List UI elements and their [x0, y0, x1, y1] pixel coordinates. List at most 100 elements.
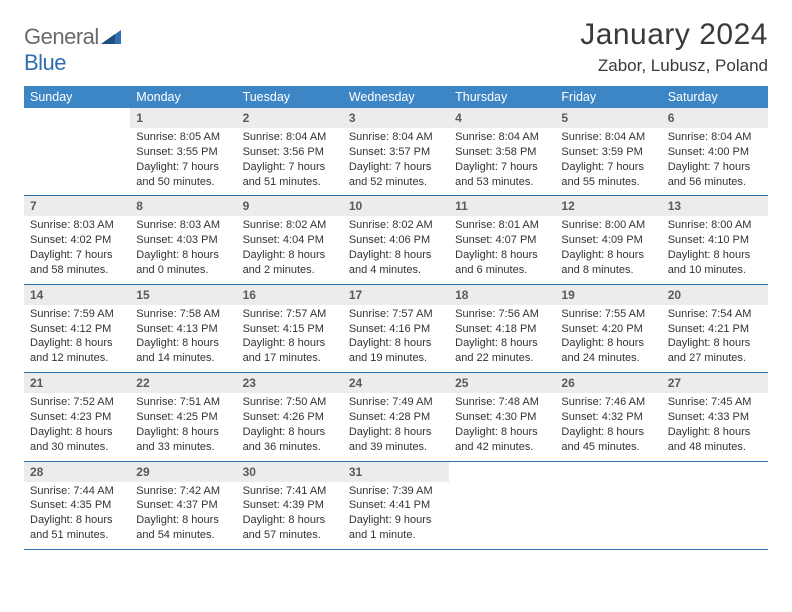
day-cell: [555, 461, 661, 549]
dow-friday: Friday: [555, 86, 661, 108]
day-number: 29: [130, 462, 236, 482]
day-number: 6: [662, 108, 768, 128]
day-cell: 19Sunrise: 7:55 AM Sunset: 4:20 PM Dayli…: [555, 284, 661, 372]
day-body: Sunrise: 8:04 AM Sunset: 3:59 PM Dayligh…: [555, 128, 661, 195]
day-number: 28: [24, 462, 130, 482]
day-number: 3: [343, 108, 449, 128]
day-body: Sunrise: 8:03 AM Sunset: 4:02 PM Dayligh…: [24, 216, 130, 283]
day-body: Sunrise: 7:41 AM Sunset: 4:39 PM Dayligh…: [237, 482, 343, 549]
day-body: Sunrise: 7:45 AM Sunset: 4:33 PM Dayligh…: [662, 393, 768, 460]
day-number: 22: [130, 373, 236, 393]
dow-wednesday: Wednesday: [343, 86, 449, 108]
day-cell: 11Sunrise: 8:01 AM Sunset: 4:07 PM Dayli…: [449, 196, 555, 284]
header: General Blue January 2024 Zabor, Lubusz,…: [24, 18, 768, 76]
day-body: Sunrise: 7:51 AM Sunset: 4:25 PM Dayligh…: [130, 393, 236, 460]
day-body: Sunrise: 8:00 AM Sunset: 4:09 PM Dayligh…: [555, 216, 661, 283]
day-number: 5: [555, 108, 661, 128]
day-body: Sunrise: 7:39 AM Sunset: 4:41 PM Dayligh…: [343, 482, 449, 549]
dow-saturday: Saturday: [662, 86, 768, 108]
day-body: Sunrise: 7:44 AM Sunset: 4:35 PM Dayligh…: [24, 482, 130, 549]
calendar-body: 1Sunrise: 8:05 AM Sunset: 3:55 PM Daylig…: [24, 108, 768, 549]
day-body: Sunrise: 7:58 AM Sunset: 4:13 PM Dayligh…: [130, 305, 236, 372]
day-cell: 13Sunrise: 8:00 AM Sunset: 4:10 PM Dayli…: [662, 196, 768, 284]
month-title: January 2024: [580, 18, 768, 52]
day-cell: 25Sunrise: 7:48 AM Sunset: 4:30 PM Dayli…: [449, 373, 555, 461]
day-number: 10: [343, 196, 449, 216]
day-cell: 16Sunrise: 7:57 AM Sunset: 4:15 PM Dayli…: [237, 284, 343, 372]
day-number: 13: [662, 196, 768, 216]
dow-thursday: Thursday: [449, 86, 555, 108]
day-body: Sunrise: 7:46 AM Sunset: 4:32 PM Dayligh…: [555, 393, 661, 460]
day-number: 9: [237, 196, 343, 216]
day-number: 17: [343, 285, 449, 305]
week-row: 1Sunrise: 8:05 AM Sunset: 3:55 PM Daylig…: [24, 108, 768, 196]
day-body: Sunrise: 7:50 AM Sunset: 4:26 PM Dayligh…: [237, 393, 343, 460]
day-cell: [24, 108, 130, 196]
day-body: Sunrise: 8:00 AM Sunset: 4:10 PM Dayligh…: [662, 216, 768, 283]
day-number: 15: [130, 285, 236, 305]
day-cell: 2Sunrise: 8:04 AM Sunset: 3:56 PM Daylig…: [237, 108, 343, 196]
day-cell: 8Sunrise: 8:03 AM Sunset: 4:03 PM Daylig…: [130, 196, 236, 284]
day-number: 8: [130, 196, 236, 216]
location: Zabor, Lubusz, Poland: [580, 56, 768, 76]
day-number: 14: [24, 285, 130, 305]
day-cell: 29Sunrise: 7:42 AM Sunset: 4:37 PM Dayli…: [130, 461, 236, 549]
dow-sunday: Sunday: [24, 86, 130, 108]
day-number: 25: [449, 373, 555, 393]
week-row: 7Sunrise: 8:03 AM Sunset: 4:02 PM Daylig…: [24, 196, 768, 284]
day-body: Sunrise: 7:49 AM Sunset: 4:28 PM Dayligh…: [343, 393, 449, 460]
day-body: Sunrise: 7:57 AM Sunset: 4:15 PM Dayligh…: [237, 305, 343, 372]
day-number: 26: [555, 373, 661, 393]
day-cell: [449, 461, 555, 549]
day-number: 1: [130, 108, 236, 128]
dow-row: Sunday Monday Tuesday Wednesday Thursday…: [24, 86, 768, 108]
day-cell: 6Sunrise: 8:04 AM Sunset: 4:00 PM Daylig…: [662, 108, 768, 196]
day-cell: 20Sunrise: 7:54 AM Sunset: 4:21 PM Dayli…: [662, 284, 768, 372]
day-cell: 4Sunrise: 8:04 AM Sunset: 3:58 PM Daylig…: [449, 108, 555, 196]
day-cell: 28Sunrise: 7:44 AM Sunset: 4:35 PM Dayli…: [24, 461, 130, 549]
day-cell: 3Sunrise: 8:04 AM Sunset: 3:57 PM Daylig…: [343, 108, 449, 196]
day-number: 12: [555, 196, 661, 216]
calendar-page: General Blue January 2024 Zabor, Lubusz,…: [0, 0, 792, 550]
day-body: Sunrise: 8:02 AM Sunset: 4:06 PM Dayligh…: [343, 216, 449, 283]
day-number: 2: [237, 108, 343, 128]
day-body: Sunrise: 8:04 AM Sunset: 4:00 PM Dayligh…: [662, 128, 768, 195]
day-cell: 10Sunrise: 8:02 AM Sunset: 4:06 PM Dayli…: [343, 196, 449, 284]
day-cell: 23Sunrise: 7:50 AM Sunset: 4:26 PM Dayli…: [237, 373, 343, 461]
day-cell: 22Sunrise: 7:51 AM Sunset: 4:25 PM Dayli…: [130, 373, 236, 461]
day-cell: 24Sunrise: 7:49 AM Sunset: 4:28 PM Dayli…: [343, 373, 449, 461]
day-cell: 15Sunrise: 7:58 AM Sunset: 4:13 PM Dayli…: [130, 284, 236, 372]
day-body: Sunrise: 7:54 AM Sunset: 4:21 PM Dayligh…: [662, 305, 768, 372]
day-number: 7: [24, 196, 130, 216]
title-block: January 2024 Zabor, Lubusz, Poland: [580, 18, 768, 76]
logo-word-blue: Blue: [24, 50, 66, 75]
day-number: 19: [555, 285, 661, 305]
day-number: 21: [24, 373, 130, 393]
day-cell: 5Sunrise: 8:04 AM Sunset: 3:59 PM Daylig…: [555, 108, 661, 196]
dow-monday: Monday: [130, 86, 236, 108]
day-cell: 27Sunrise: 7:45 AM Sunset: 4:33 PM Dayli…: [662, 373, 768, 461]
logo-mark-icon: [101, 24, 121, 50]
day-cell: 1Sunrise: 8:05 AM Sunset: 3:55 PM Daylig…: [130, 108, 236, 196]
day-number: 20: [662, 285, 768, 305]
day-body: Sunrise: 7:52 AM Sunset: 4:23 PM Dayligh…: [24, 393, 130, 460]
day-body: Sunrise: 7:56 AM Sunset: 4:18 PM Dayligh…: [449, 305, 555, 372]
day-cell: 7Sunrise: 8:03 AM Sunset: 4:02 PM Daylig…: [24, 196, 130, 284]
day-body: Sunrise: 8:05 AM Sunset: 3:55 PM Dayligh…: [130, 128, 236, 195]
day-number: 24: [343, 373, 449, 393]
week-row: 14Sunrise: 7:59 AM Sunset: 4:12 PM Dayli…: [24, 284, 768, 372]
day-body: Sunrise: 7:55 AM Sunset: 4:20 PM Dayligh…: [555, 305, 661, 372]
day-number: 11: [449, 196, 555, 216]
day-body: Sunrise: 8:04 AM Sunset: 3:56 PM Dayligh…: [237, 128, 343, 195]
day-body: Sunrise: 7:48 AM Sunset: 4:30 PM Dayligh…: [449, 393, 555, 460]
dow-tuesday: Tuesday: [237, 86, 343, 108]
logo-word-general: General: [24, 24, 99, 49]
day-body: Sunrise: 7:57 AM Sunset: 4:16 PM Dayligh…: [343, 305, 449, 372]
logo: General Blue: [24, 18, 121, 76]
day-cell: 21Sunrise: 7:52 AM Sunset: 4:23 PM Dayli…: [24, 373, 130, 461]
day-cell: 17Sunrise: 7:57 AM Sunset: 4:16 PM Dayli…: [343, 284, 449, 372]
day-cell: 14Sunrise: 7:59 AM Sunset: 4:12 PM Dayli…: [24, 284, 130, 372]
week-row: 28Sunrise: 7:44 AM Sunset: 4:35 PM Dayli…: [24, 461, 768, 549]
day-cell: 26Sunrise: 7:46 AM Sunset: 4:32 PM Dayli…: [555, 373, 661, 461]
day-cell: [662, 461, 768, 549]
